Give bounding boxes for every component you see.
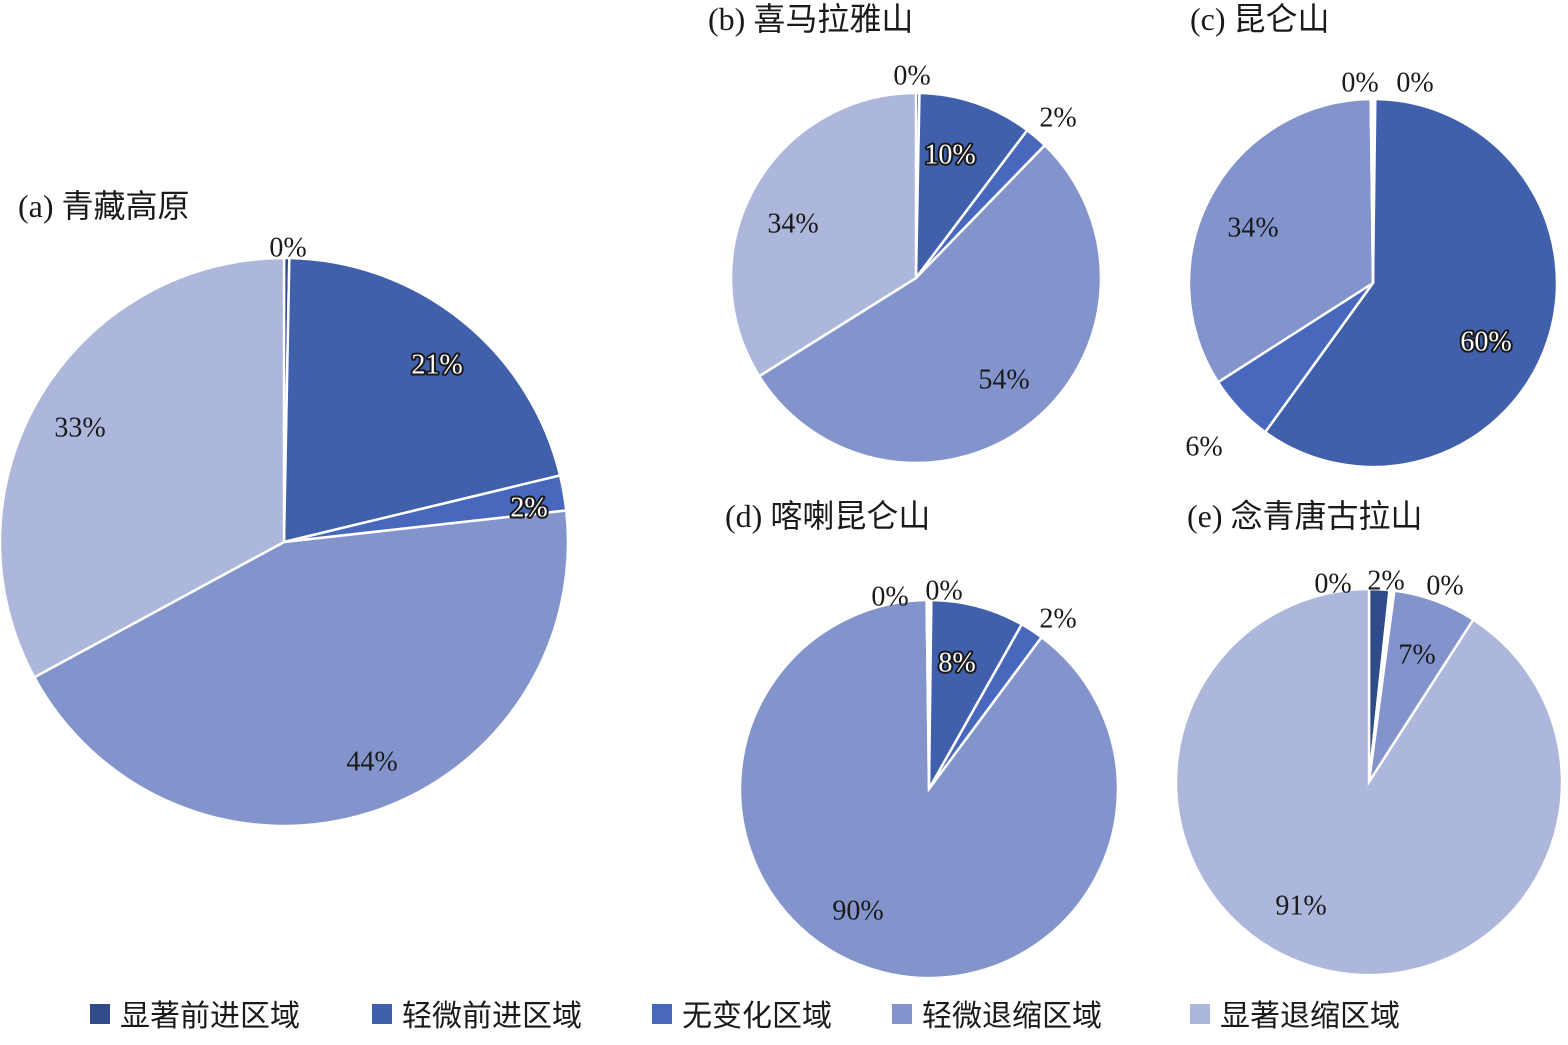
- legend-item: 轻微前进区域: [372, 1000, 582, 1033]
- slice-label: 8%: [938, 648, 975, 679]
- pie-slice: [0, 256, 286, 679]
- slice-label: 0%: [1426, 571, 1463, 602]
- pie-slice: [1369, 97, 1375, 284]
- pie-chart-b: (b) 喜马拉雅山 0% 10% 2% 54% 34%: [708, 1, 1103, 465]
- slice-label: 44%: [346, 747, 397, 778]
- legend-item: 轻微退缩区域: [892, 1000, 1102, 1033]
- pie-chart-a: (a) 青藏高原 0% 21% 2% 44% 33%: [0, 188, 570, 828]
- slice-label: 0%: [1314, 569, 1351, 600]
- legend-swatch: [1190, 1004, 1210, 1024]
- slice-label: 21%: [411, 350, 462, 381]
- slice-label: 2%: [510, 493, 547, 524]
- pie-chart-d: (d) 喀喇昆仑山 0% 8% 2% 90% 0%: [725, 498, 1120, 980]
- pie-title: (d) 喀喇昆仑山: [725, 498, 930, 534]
- legend-label: 显著前进区域: [120, 1000, 300, 1033]
- pie-slice: [757, 143, 1103, 465]
- slice-label: 0%: [269, 233, 306, 264]
- slice-label: 6%: [1185, 432, 1222, 463]
- slice-label: 0%: [1341, 68, 1378, 99]
- legend-label: 轻微退缩区域: [922, 1000, 1102, 1033]
- pie-title: (e) 念青唐古拉山: [1187, 498, 1423, 534]
- slice-label: 2%: [1039, 604, 1076, 635]
- pie-slice: [914, 91, 1030, 282]
- pie-title: (b) 喜马拉雅山: [708, 1, 913, 37]
- pie-slice: [282, 256, 562, 544]
- legend-label: 轻微前进区域: [402, 1000, 582, 1033]
- slice-label: 7%: [1398, 640, 1435, 671]
- pie-slice: [925, 598, 931, 790]
- slice-label: 2%: [1039, 103, 1076, 134]
- legend-swatch: [372, 1004, 392, 1024]
- pie-slice: [927, 598, 1024, 790]
- slice-label: 0%: [893, 61, 930, 92]
- slice-label: 34%: [767, 209, 818, 240]
- slice-label: 33%: [54, 413, 105, 444]
- pie-title: (a) 青藏高原: [18, 188, 190, 224]
- slice-label: 0%: [925, 576, 962, 607]
- legend-swatch: [652, 1004, 672, 1024]
- slice-label: 54%: [978, 365, 1029, 396]
- slice-label: 34%: [1227, 213, 1278, 244]
- legend-label: 无变化区域: [682, 1000, 832, 1033]
- legend-item: 无变化区域: [652, 1000, 832, 1033]
- legend-swatch: [892, 1004, 912, 1024]
- slice-label: 60%: [1460, 327, 1511, 358]
- pie-slice: [729, 91, 918, 378]
- pie-chart-c: (c) 昆仑山 0% 60% 6% 34% 0%: [1185, 1, 1559, 469]
- legend-item: 显著前进区域: [90, 1000, 300, 1033]
- pie-chart-e: (e) 念青唐古拉山 2% 0% 0% 7% 91%: [1174, 498, 1564, 977]
- pie-slice: [1187, 97, 1375, 384]
- slice-label: 91%: [1275, 891, 1326, 922]
- legend: 显著前进区域 轻微前进区域 无变化区域 轻微退缩区域 显著退缩区域: [90, 1000, 1400, 1033]
- pie-slice: [1263, 97, 1559, 469]
- pie-slice: [1174, 587, 1564, 977]
- pie-slice: [32, 509, 570, 828]
- pie-title: (c) 昆仑山: [1190, 1, 1330, 37]
- legend-label: 显著退缩区域: [1220, 1000, 1400, 1033]
- slice-label: 10%: [924, 140, 975, 171]
- legend-swatch: [90, 1004, 110, 1024]
- slice-label: 0%: [871, 582, 908, 613]
- legend-item: 显著退缩区域: [1190, 1000, 1400, 1033]
- slice-label: 90%: [832, 896, 883, 927]
- slice-label: 2%: [1367, 566, 1404, 597]
- slice-label: 0%: [1396, 68, 1433, 99]
